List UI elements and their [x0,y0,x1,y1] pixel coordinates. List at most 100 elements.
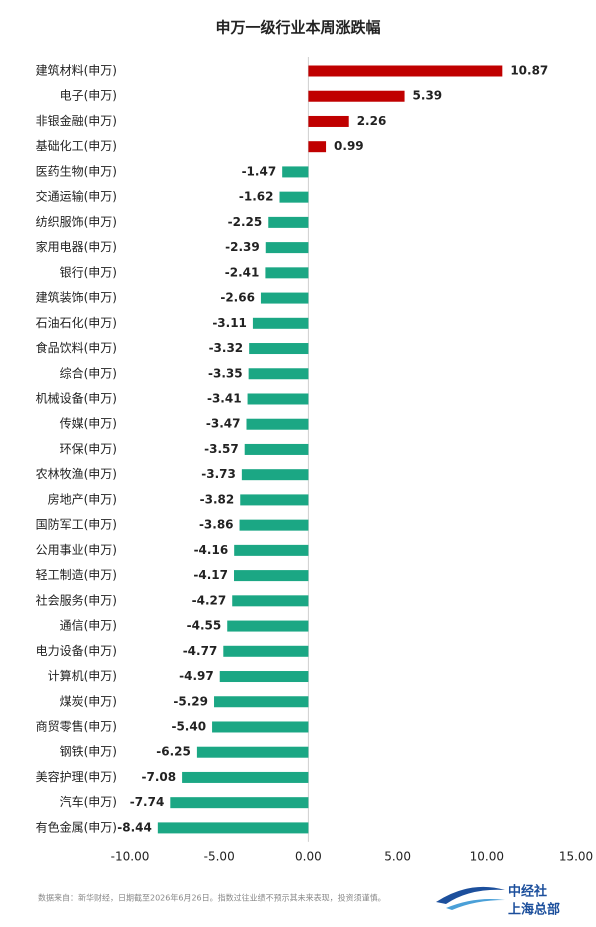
value-label: -3.41 [207,391,242,405]
y-tick-label: 通信(申万) [60,619,117,633]
x-tick-label: 5.00 [384,850,411,864]
bar [232,595,309,607]
value-label: -4.97 [179,669,214,683]
logo-mark [436,886,505,904]
value-label: -4.27 [192,593,227,607]
y-tick-label: 非银金融(申万) [36,113,117,128]
bar [265,242,309,254]
y-tick-label: 有色金属(申万) [36,819,117,834]
value-label: -5.40 [171,719,206,733]
value-label: -1.47 [242,164,277,178]
bar [282,166,309,178]
bar [308,141,327,153]
value-label: -7.74 [130,795,165,809]
value-label: 10.87 [510,64,548,78]
y-tick-label: 银行(申万) [60,265,117,279]
bar [308,65,503,77]
value-label: -3.82 [200,492,235,506]
bar [157,822,309,834]
value-label: -3.47 [206,417,241,431]
y-tick-label: 环保(申万) [60,442,117,456]
bar [240,494,309,506]
y-tick-label: 石油石化(申万) [36,316,117,330]
y-tick-label: 机械设备(申万) [36,390,117,405]
value-label: 0.99 [334,139,364,153]
value-label: -4.77 [183,644,218,658]
value-label: -3.86 [199,518,234,532]
y-tick-label: 电子(申万) [60,89,117,103]
x-tick-label: -10.00 [111,850,150,864]
y-tick-label: 建筑材料(申万) [36,63,117,78]
y-tick-label: 综合(申万) [60,365,117,380]
value-label: -1.62 [239,190,274,204]
x-tick-label: 0.00 [295,850,322,864]
value-label: -2.25 [228,215,263,229]
bar [227,620,309,632]
y-tick-label: 农林牧渔(申万) [36,467,117,481]
y-tick-label: 医药生物(申万) [36,164,117,178]
bar [265,267,309,279]
bar [246,418,309,430]
bar [223,645,309,657]
bar [308,90,405,102]
value-label: -7.08 [141,770,176,784]
value-label: -2.66 [220,291,255,305]
value-label: -5.29 [173,694,208,708]
bar [252,317,309,329]
y-tick-label: 传媒(申万) [60,416,117,431]
y-tick-label: 食品饮料(申万) [36,340,117,355]
value-label: 5.39 [413,89,443,103]
logo-name: 中经社 [508,884,547,900]
value-label: -3.11 [212,316,247,330]
y-tick-label: 计算机(申万) [48,668,117,683]
x-tick-label: 10.00 [470,850,504,864]
y-tick-label: 房地产(申万) [48,491,117,506]
bar [241,469,309,481]
bar [219,671,309,683]
value-label: -3.32 [209,341,244,355]
bar [212,721,309,733]
value-label: -4.17 [193,568,228,582]
y-tick-label: 汽车(申万) [60,794,117,809]
value-label: 2.26 [357,114,387,128]
y-tick-label: 交通运输(申万) [36,189,117,204]
y-tick-label: 美容护理(申万) [36,769,117,784]
value-label: -4.16 [194,543,229,557]
bar [248,368,309,380]
bar [234,570,309,582]
bar [182,771,309,783]
bar [214,696,309,708]
bar [234,544,309,556]
logo-sub: 上海总部 [508,902,560,918]
bar [260,292,309,304]
bar [170,797,309,809]
chart-title: 申万一级行业本周涨跌幅 [215,19,380,37]
value-label: -2.39 [225,240,260,254]
bar [308,115,349,127]
bar [196,746,309,758]
y-tick-label: 煤炭(申万) [60,694,117,708]
logo-mark [446,899,505,910]
y-tick-label: 钢铁(申万) [60,745,117,759]
x-tick-label: 15.00 [559,850,593,864]
y-tick-label: 电力设备(申万) [36,644,117,658]
bar [247,393,309,405]
y-tick-label: 公用事业(申万) [36,543,117,557]
y-tick-label: 家用电器(申万) [36,239,117,254]
bar [239,519,309,531]
y-tick-label: 纺织服饰(申万) [36,215,117,229]
y-tick-label: 商贸零售(申万) [36,718,117,733]
bar [279,191,309,203]
y-tick-label: 轻工制造(申万) [36,568,117,582]
value-label: -6.25 [156,745,191,759]
bar [249,343,309,355]
value-label: -8.44 [117,820,152,834]
value-label: -4.55 [187,619,222,633]
y-tick-label: 建筑装饰(申万) [36,290,117,305]
y-tick-label: 国防军工(申万) [36,517,117,532]
y-tick-label: 社会服务(申万) [36,592,117,607]
x-tick-label: -5.00 [204,850,235,864]
value-label: -3.35 [208,366,243,380]
value-label: -2.41 [225,265,260,279]
